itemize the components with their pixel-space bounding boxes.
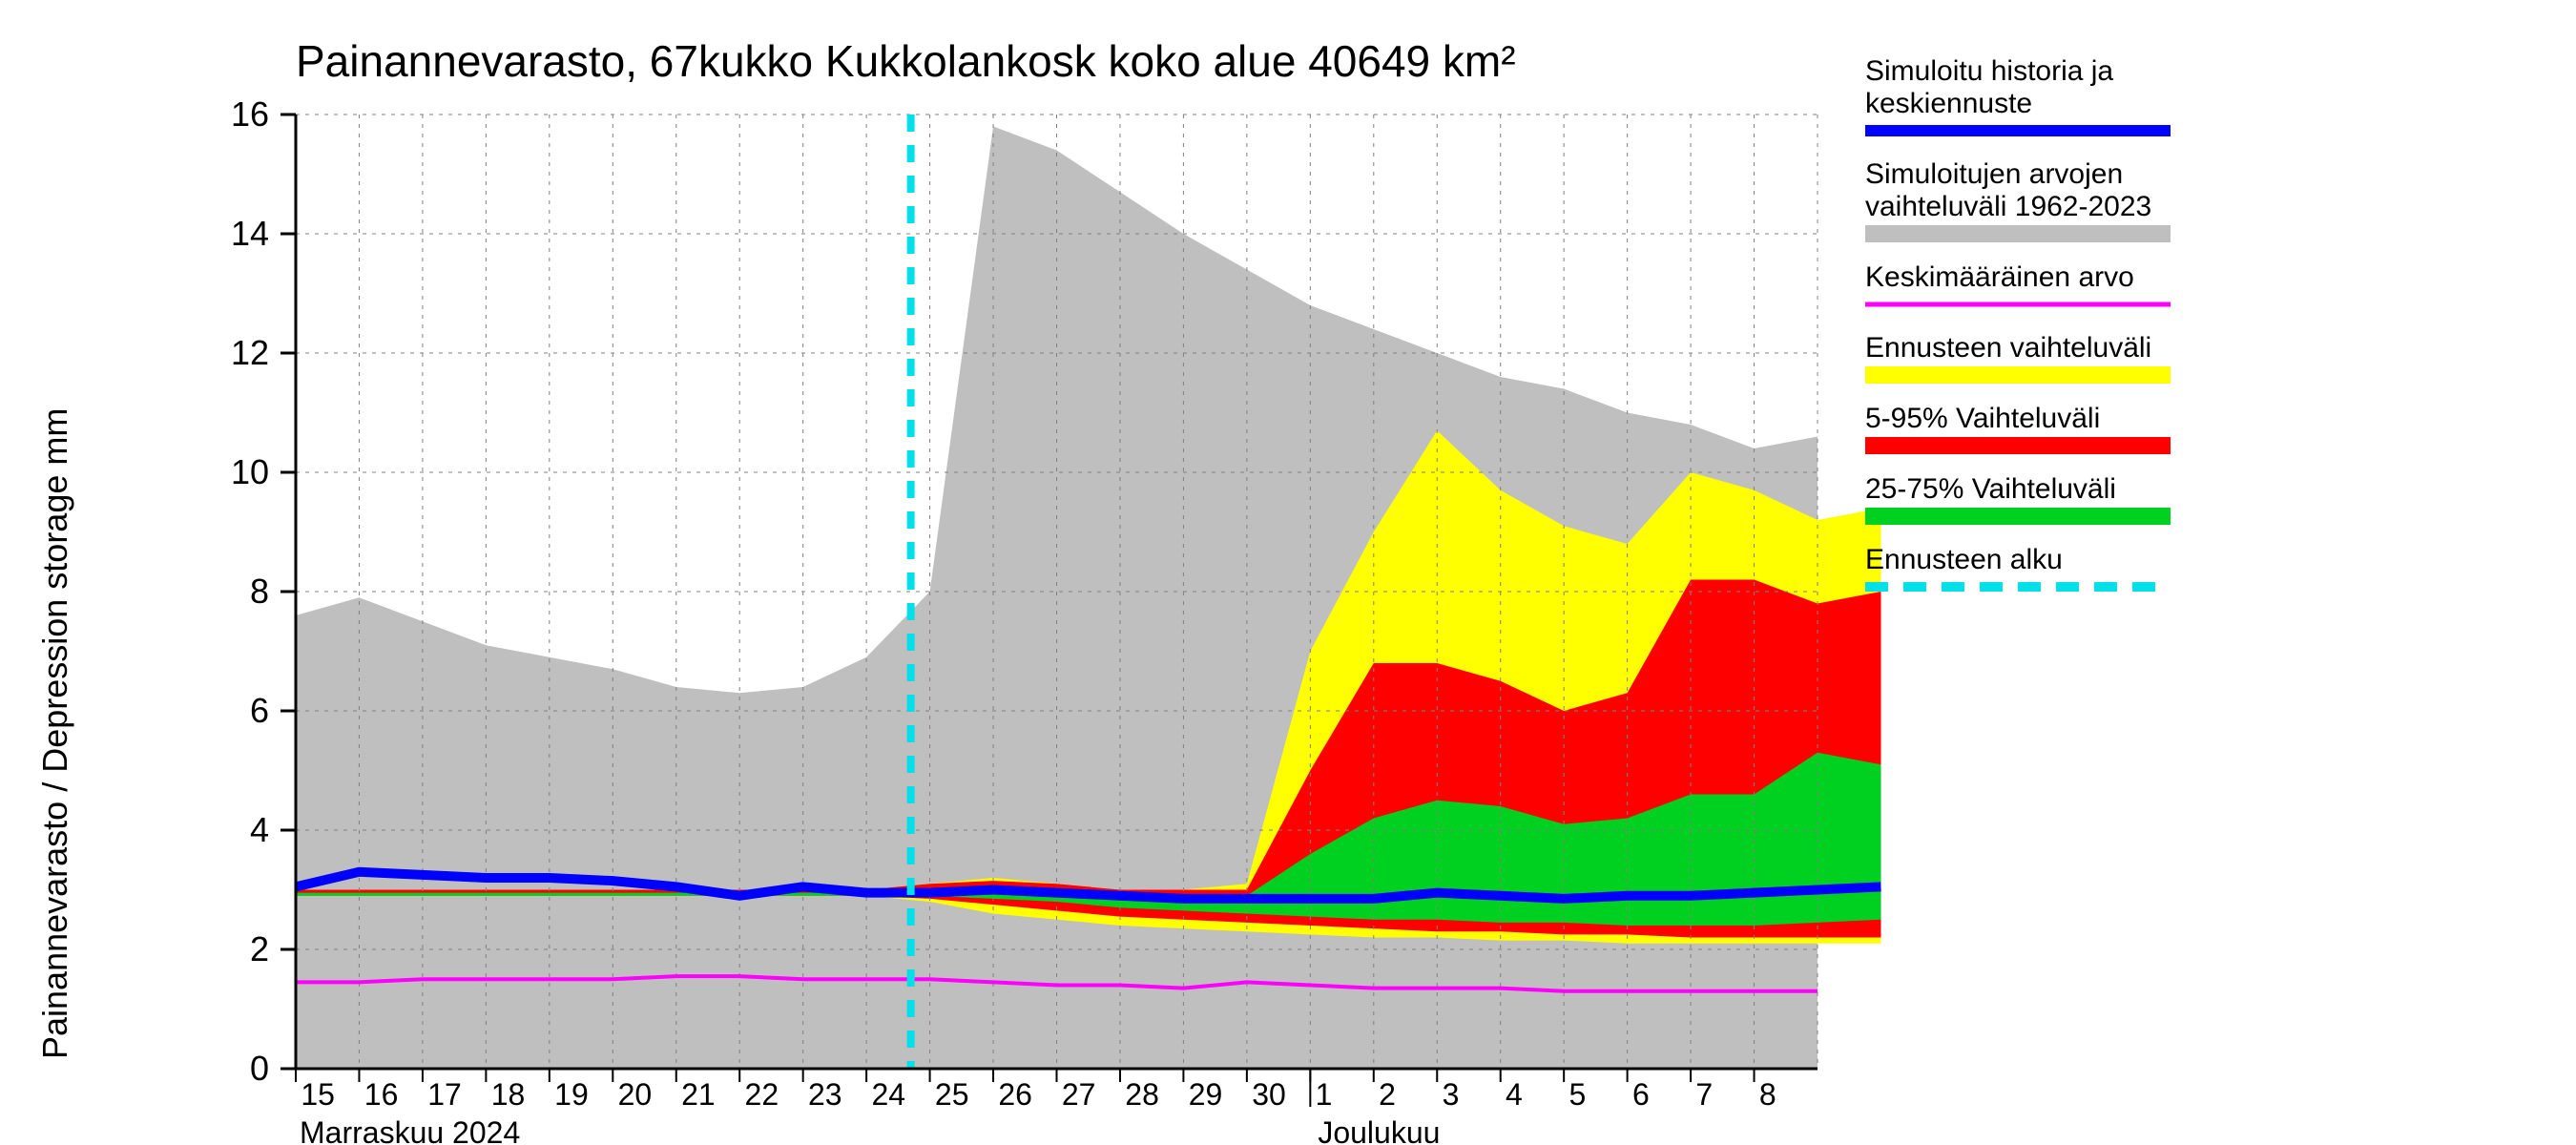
x-tick-label: 16: [364, 1077, 399, 1112]
x-tick-label: 4: [1506, 1077, 1523, 1112]
x-tick-label: 8: [1759, 1077, 1776, 1112]
x-tick-label: 29: [1189, 1077, 1223, 1112]
x-tick-label: 18: [491, 1077, 526, 1112]
legend-swatch: [1865, 437, 2171, 454]
legend-label: Simuloitujen arvojen: [1865, 158, 2123, 190]
x-tick-label: 3: [1443, 1077, 1460, 1112]
chart-container: 0246810121416151617181920212223242526272…: [0, 0, 2576, 1145]
x-tick-label: 5: [1568, 1077, 1586, 1112]
x-tick-label: 15: [301, 1077, 335, 1112]
legend-swatch: [1865, 366, 2171, 384]
legend-label: Ennusteen alku: [1865, 544, 2063, 575]
x-tick-label: 25: [935, 1077, 969, 1112]
y-tick-label: 10: [231, 452, 269, 491]
y-tick-label: 12: [231, 333, 269, 372]
x-tick-label: 7: [1695, 1077, 1713, 1112]
y-tick-label: 4: [250, 810, 269, 849]
month-label-right-1: Joulukuu: [1318, 1115, 1440, 1145]
x-tick-label: 6: [1632, 1077, 1650, 1112]
x-tick-label: 19: [554, 1077, 589, 1112]
legend-label: Ennusteen vaihteluväli: [1865, 332, 2151, 364]
y-tick-label: 16: [231, 94, 269, 134]
x-tick-label: 26: [998, 1077, 1032, 1112]
legend-label: vaihteluväli 1962-2023: [1865, 191, 2151, 222]
y-tick-label: 8: [250, 572, 269, 611]
legend-label: keskiennuste: [1865, 88, 2032, 119]
x-tick-label: 23: [808, 1077, 842, 1112]
chart-svg: 0246810121416151617181920212223242526272…: [0, 0, 2576, 1145]
x-tick-label: 24: [871, 1077, 905, 1112]
legend-swatch: [1865, 508, 2171, 525]
x-tick-label: 2: [1379, 1077, 1396, 1112]
x-tick-label: 22: [745, 1077, 779, 1112]
legend-swatch: [1865, 225, 2171, 242]
y-axis-label: Painannevarasto / Depression storage mm: [35, 408, 74, 1059]
legend-label: 25-75% Vaihteluväli: [1865, 473, 2116, 505]
x-tick-label: 20: [618, 1077, 653, 1112]
chart-title: Painannevarasto, 67kukko Kukkolankosk ko…: [296, 36, 1516, 86]
y-tick-label: 14: [231, 214, 269, 253]
month-label-left-1: Marraskuu 2024: [300, 1115, 520, 1145]
legend-label: Simuloitu historia ja: [1865, 55, 2113, 87]
x-tick-label: 30: [1252, 1077, 1286, 1112]
y-tick-label: 6: [250, 691, 269, 730]
x-tick-label: 17: [427, 1077, 462, 1112]
y-tick-label: 2: [250, 929, 269, 968]
x-tick-label: 21: [681, 1077, 716, 1112]
x-tick-label: 28: [1125, 1077, 1159, 1112]
legend-label: Keskimääräinen arvo: [1865, 261, 2134, 293]
x-tick-label: 27: [1062, 1077, 1096, 1112]
y-tick-label: 0: [250, 1049, 269, 1088]
legend-label: 5-95% Vaihteluväli: [1865, 403, 2100, 434]
x-tick-label: 1: [1316, 1077, 1333, 1112]
